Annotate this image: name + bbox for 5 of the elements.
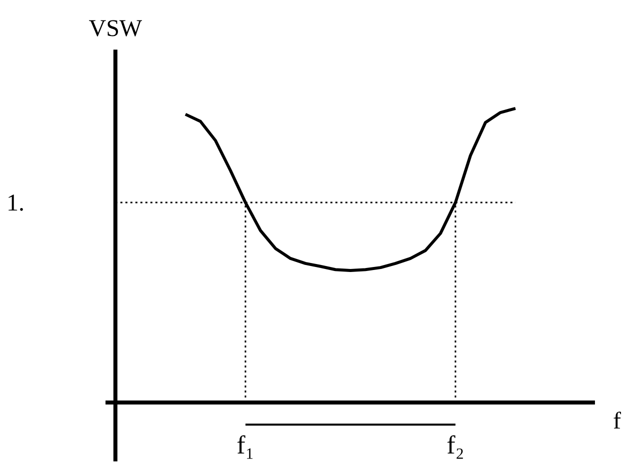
x-tick-label: f₁ xyxy=(236,430,254,460)
x-axis-title: f xyxy=(612,408,621,434)
ref-line-label: 1. xyxy=(6,190,24,217)
x-tick-label: f₂ xyxy=(446,430,464,460)
y-axis-title: VSW xyxy=(88,16,142,42)
